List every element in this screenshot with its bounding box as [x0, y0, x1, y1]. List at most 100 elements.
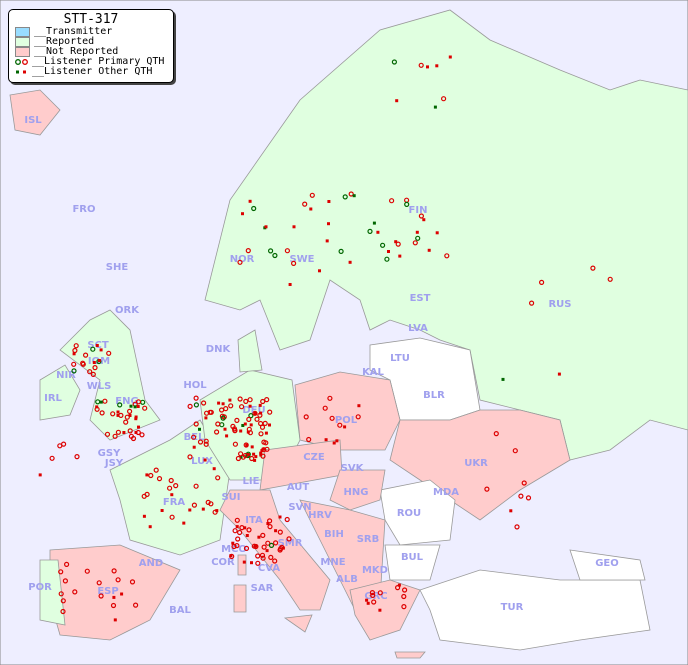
listener-primary-marker: [267, 518, 273, 524]
country-denmark: [237, 329, 263, 373]
listener-primary-marker: [367, 228, 373, 234]
listener-primary-marker: [232, 441, 238, 447]
listener-other-marker: [134, 415, 138, 419]
legend-label: __Reported: [34, 36, 95, 47]
listener-other-marker: [95, 344, 99, 347]
listener-primary-marker: [284, 516, 290, 523]
listener-primary-marker: [142, 405, 148, 411]
listener-other-marker: [394, 240, 398, 244]
listener-other-marker: [215, 509, 219, 513]
country-label: MDA: [433, 487, 459, 498]
listener-primary-marker: [148, 472, 154, 479]
listener-primary-marker: [493, 431, 499, 437]
listener-primary-marker: [124, 414, 130, 420]
listener-primary-marker: [231, 543, 237, 550]
listener-primary-marker: [246, 416, 252, 422]
country-label: SVK: [341, 463, 365, 474]
listener-primary-marker: [441, 96, 447, 102]
listener-other-marker: [231, 541, 235, 545]
country-label: GEO: [595, 558, 619, 569]
listener-primary-marker: [538, 279, 545, 285]
listener-other-marker: [116, 413, 120, 417]
listener-primary-marker: [212, 509, 218, 515]
legend-label: __Listener Other QTH: [32, 66, 153, 77]
listener-primary-marker: [401, 593, 407, 600]
legend-label: __Transmitter: [34, 26, 113, 37]
legend-label: __Not Reported: [34, 46, 119, 57]
listener-other-marker: [99, 400, 103, 404]
country-sicily: [283, 614, 313, 633]
listener-primary-marker: [74, 454, 80, 460]
listener-other-marker: [243, 422, 247, 426]
listener-other-marker: [228, 398, 232, 402]
country-label: UKR: [464, 458, 488, 469]
listener-primary-marker: [254, 416, 260, 422]
legend-reported: __Reported: [9, 37, 173, 47]
listener-primary-marker: [251, 205, 257, 212]
listener-primary-marker: [220, 415, 226, 421]
listener-other-marker: [415, 230, 419, 234]
listener-primary-marker: [201, 400, 207, 406]
listener-primary-marker: [115, 577, 121, 583]
listener-primary-marker: [115, 429, 122, 435]
listener-primary-marker: [106, 350, 112, 356]
country-label: GRC: [364, 591, 387, 602]
listener-primary-marker: [521, 480, 527, 486]
listener-primary-marker: [337, 422, 343, 428]
listener-primary-marker: [80, 361, 86, 367]
listener-other-marker: [239, 429, 243, 433]
listener-primary-marker: [141, 493, 147, 499]
listener-primary-marker: [230, 423, 236, 429]
listener-primary-marker: [207, 409, 213, 415]
listener-other-marker: [258, 403, 262, 407]
listener-primary-marker: [262, 420, 268, 426]
listener-other-marker: [134, 417, 138, 421]
country-label: CVA: [258, 563, 280, 574]
listener-other-marker: [254, 455, 258, 459]
listener-primary-marker: [418, 213, 424, 219]
listener-other-marker: [249, 423, 253, 427]
listener-other-marker: [448, 55, 452, 59]
listener-primary-marker: [377, 590, 383, 596]
country-label: SAR: [251, 583, 274, 594]
country-label: RUS: [548, 299, 571, 310]
listener-other-marker: [259, 453, 263, 457]
listener-primary-marker: [104, 431, 111, 437]
listener-other-marker: [120, 592, 124, 596]
listener-other-marker: [242, 560, 246, 564]
country-label: WLS: [87, 381, 112, 392]
listener-primary-marker: [156, 476, 163, 482]
listener-primary-marker: [205, 499, 211, 505]
listener-primary-marker: [98, 593, 104, 599]
listener-primary-marker: [127, 428, 133, 434]
listener-primary-marker: [234, 417, 240, 423]
listener-primary-marker: [191, 502, 197, 508]
listener-primary-marker: [590, 265, 596, 271]
country-label: IRL: [44, 393, 62, 404]
country-ukraine: [389, 409, 571, 521]
listener-primary-marker: [191, 434, 197, 440]
listener-other-marker: [426, 65, 429, 69]
listener-primary-marker: [370, 592, 376, 599]
listener-other-marker: [148, 525, 152, 529]
listener-other-marker: [343, 425, 347, 429]
listener-other-marker: [427, 248, 431, 252]
listener-primary-marker: [404, 201, 410, 207]
listener-primary-marker: [71, 368, 77, 374]
listener-primary-marker: [187, 403, 193, 409]
listener-other-marker: [557, 372, 561, 376]
square-marker-icon: [15, 68, 28, 76]
country-label: BAL: [169, 605, 191, 616]
listener-primary-marker: [219, 407, 225, 413]
listener-primary-marker: [111, 568, 117, 574]
circle-marker-icon: [15, 58, 28, 66]
listener-primary-marker: [260, 532, 266, 539]
listener-primary-marker: [384, 256, 390, 262]
listener-other-marker: [378, 608, 382, 612]
listener-primary-marker: [62, 578, 69, 584]
listener-other-marker: [136, 405, 140, 408]
country-label: SUI: [221, 492, 240, 503]
listener-primary-marker: [203, 441, 209, 447]
country-label: SWE: [289, 254, 314, 265]
listener-primary-marker: [90, 346, 96, 352]
